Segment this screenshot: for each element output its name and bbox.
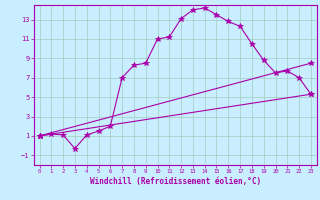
X-axis label: Windchill (Refroidissement éolien,°C): Windchill (Refroidissement éolien,°C) (90, 177, 261, 186)
